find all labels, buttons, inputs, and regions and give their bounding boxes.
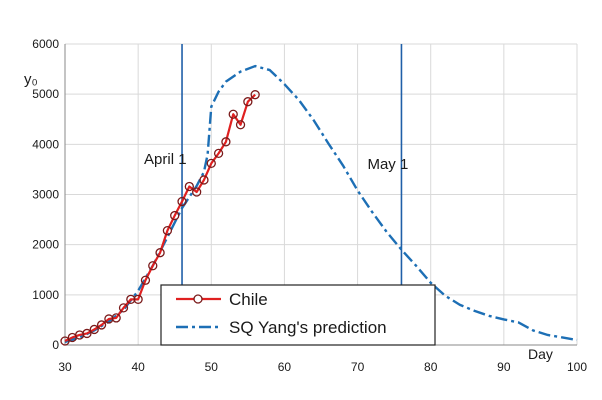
- legend-marker-chile: [193, 294, 203, 304]
- legend-box: [160, 284, 436, 346]
- chile-data-point: [235, 120, 246, 130]
- x-tick-label: 30: [58, 360, 72, 374]
- legend: Chile SQ Yang's prediction: [160, 284, 436, 346]
- chile-data-point: [162, 225, 173, 236]
- y-axis-label: y₀: [24, 71, 38, 88]
- reference-line-label: April 1: [144, 151, 187, 168]
- chile-data-point: [133, 294, 143, 304]
- x-tick-label: 60: [278, 360, 292, 374]
- chile-data-point: [89, 324, 99, 335]
- chile-data-point: [221, 137, 231, 147]
- chile-data-point: [82, 328, 92, 339]
- chile-data-point: [155, 248, 165, 258]
- y-tick-labels: 0 1000 2000 3000 4000 5000 6000: [32, 37, 59, 352]
- x-tick-label: 90: [497, 360, 511, 374]
- chile-data-point: [250, 90, 260, 100]
- chile-data-point: [126, 294, 136, 304]
- chile-data-point: [228, 109, 238, 119]
- y-tick-label: 4000: [32, 137, 59, 151]
- chile-data-point: [140, 275, 151, 285]
- x-tick-labels: 30 40 50 60 70 80 90 100: [58, 360, 587, 374]
- chile-data-point: [96, 320, 107, 330]
- series-chile: [60, 90, 260, 346]
- x-tick-label: 80: [424, 360, 438, 374]
- chile-data-point: [148, 261, 158, 271]
- chile-data-point: [177, 196, 187, 207]
- y-tick-label: 3000: [32, 188, 59, 202]
- y-tick-label: 5000: [32, 87, 59, 101]
- chile-data-point: [192, 187, 202, 197]
- chile-data-point: [60, 336, 70, 346]
- chile-data-point: [118, 303, 129, 313]
- x-axis-label: Day: [528, 346, 553, 362]
- legend-label-chile: Chile: [229, 290, 268, 309]
- y-tick-label: 6000: [32, 37, 59, 51]
- chile-data-point: [243, 97, 253, 107]
- x-tick-label: 50: [205, 360, 219, 374]
- x-tick-label: 40: [131, 360, 145, 374]
- x-tick-label: 70: [351, 360, 365, 374]
- chile-data-point: [170, 210, 180, 221]
- chile-data-point: [199, 175, 209, 185]
- chile-data-point: [111, 313, 121, 323]
- chile-data-point: [184, 181, 194, 192]
- y-tick-label: 2000: [32, 238, 59, 252]
- reference-line-label: May 1: [367, 156, 408, 173]
- y-tick-label: 1000: [32, 288, 59, 302]
- gridlines: [65, 43, 578, 345]
- chile-data-point: [206, 158, 216, 169]
- chile-data-point: [213, 148, 224, 159]
- y-tick-label: 0: [52, 338, 59, 352]
- x-tick-label: 100: [567, 360, 587, 374]
- legend-label-prediction: SQ Yang's prediction: [229, 318, 387, 337]
